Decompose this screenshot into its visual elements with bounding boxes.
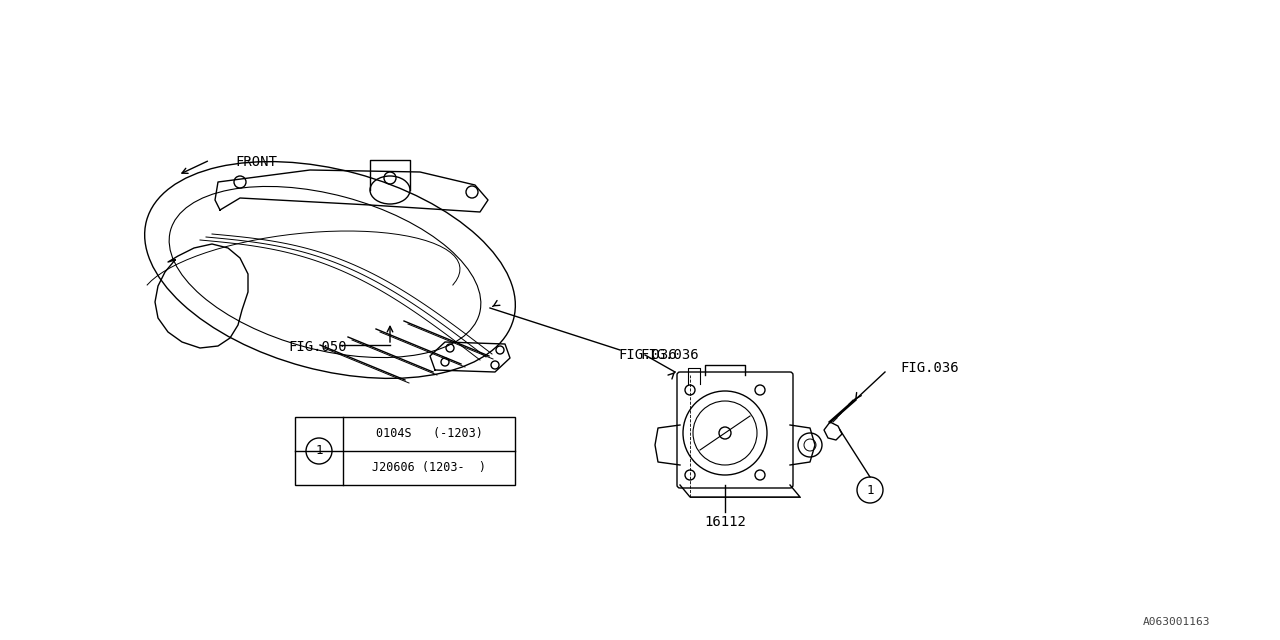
Text: 1: 1 (315, 445, 323, 458)
Text: 0104S   (-1203): 0104S (-1203) (375, 428, 483, 440)
Text: A063001163: A063001163 (1143, 617, 1210, 627)
Text: FIG.036: FIG.036 (618, 348, 677, 362)
Text: 1: 1 (867, 483, 874, 497)
Bar (294, 417, 515, 485)
Text: 16112: 16112 (704, 515, 746, 529)
Text: FIG.050: FIG.050 (289, 340, 347, 354)
Text: J20606 (1203-  ): J20606 (1203- ) (372, 461, 486, 474)
Text: FIG.036: FIG.036 (640, 348, 699, 362)
Text: FIG.036: FIG.036 (900, 361, 959, 375)
Text: FRONT: FRONT (236, 155, 276, 169)
